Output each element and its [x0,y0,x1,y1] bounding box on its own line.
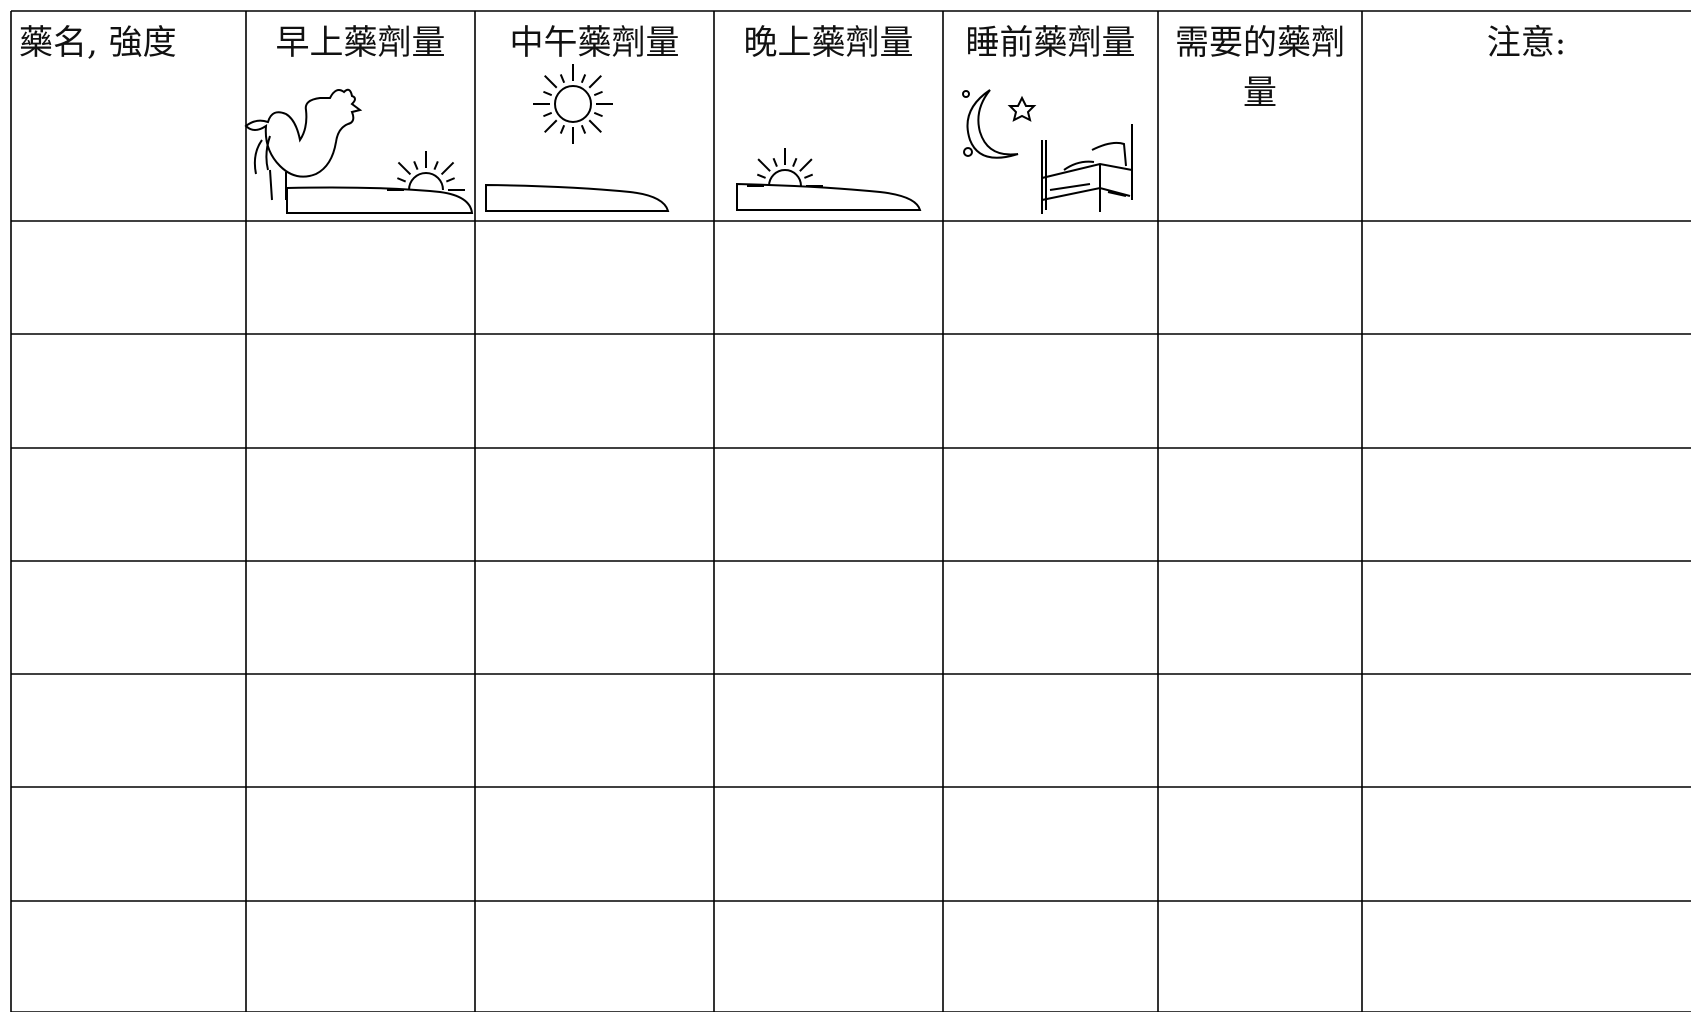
sun-ray [580,74,587,84]
column-header: 早上藥劑量 [275,23,446,63]
sun-ray [543,90,553,97]
sun-ray [397,161,412,176]
sun-ray [588,119,602,133]
column-header: 藥名, 強度 [19,23,177,63]
column-header: 需要的藥劑量 [1175,23,1345,113]
sun-ray [580,124,587,134]
sun-disc [408,172,444,191]
sun-icon [533,64,613,144]
sun-ray [396,177,407,183]
sun-ray [559,124,566,134]
sun-ray [593,111,603,118]
moon-icon [962,89,1037,159]
sun-icon [747,148,823,187]
sun-ray [559,74,566,84]
column-header: 中午藥劑量 [509,23,680,63]
sun-disc [768,169,802,187]
horizon-evening [736,182,922,211]
sun-icon [387,151,465,191]
bed-icon [1041,124,1133,214]
sun-ray [792,157,798,167]
column-header: 注意: [1486,23,1567,63]
sun-ray [543,111,553,118]
sun-ray [799,158,813,172]
horizon-morning [286,186,474,214]
column-header: 晚上藥劑量 [743,23,914,63]
horizon-noon [485,183,670,212]
sun-disc [554,85,592,123]
column-header: 睡前藥劑量 [965,23,1136,63]
sun-ray [804,173,814,179]
sun-ray [588,75,602,89]
sun-ray [544,119,558,133]
sun-ray [433,160,439,171]
sun-ray [757,158,771,172]
sun-ray [772,157,778,167]
sun-ray [593,90,603,97]
sun-ray [544,75,558,89]
sun-ray [440,161,455,176]
sun-ray [413,160,419,171]
sun-ray [756,173,766,179]
rooster-icon [244,88,363,201]
header-icons [244,64,1133,214]
sun-ray [445,177,456,183]
